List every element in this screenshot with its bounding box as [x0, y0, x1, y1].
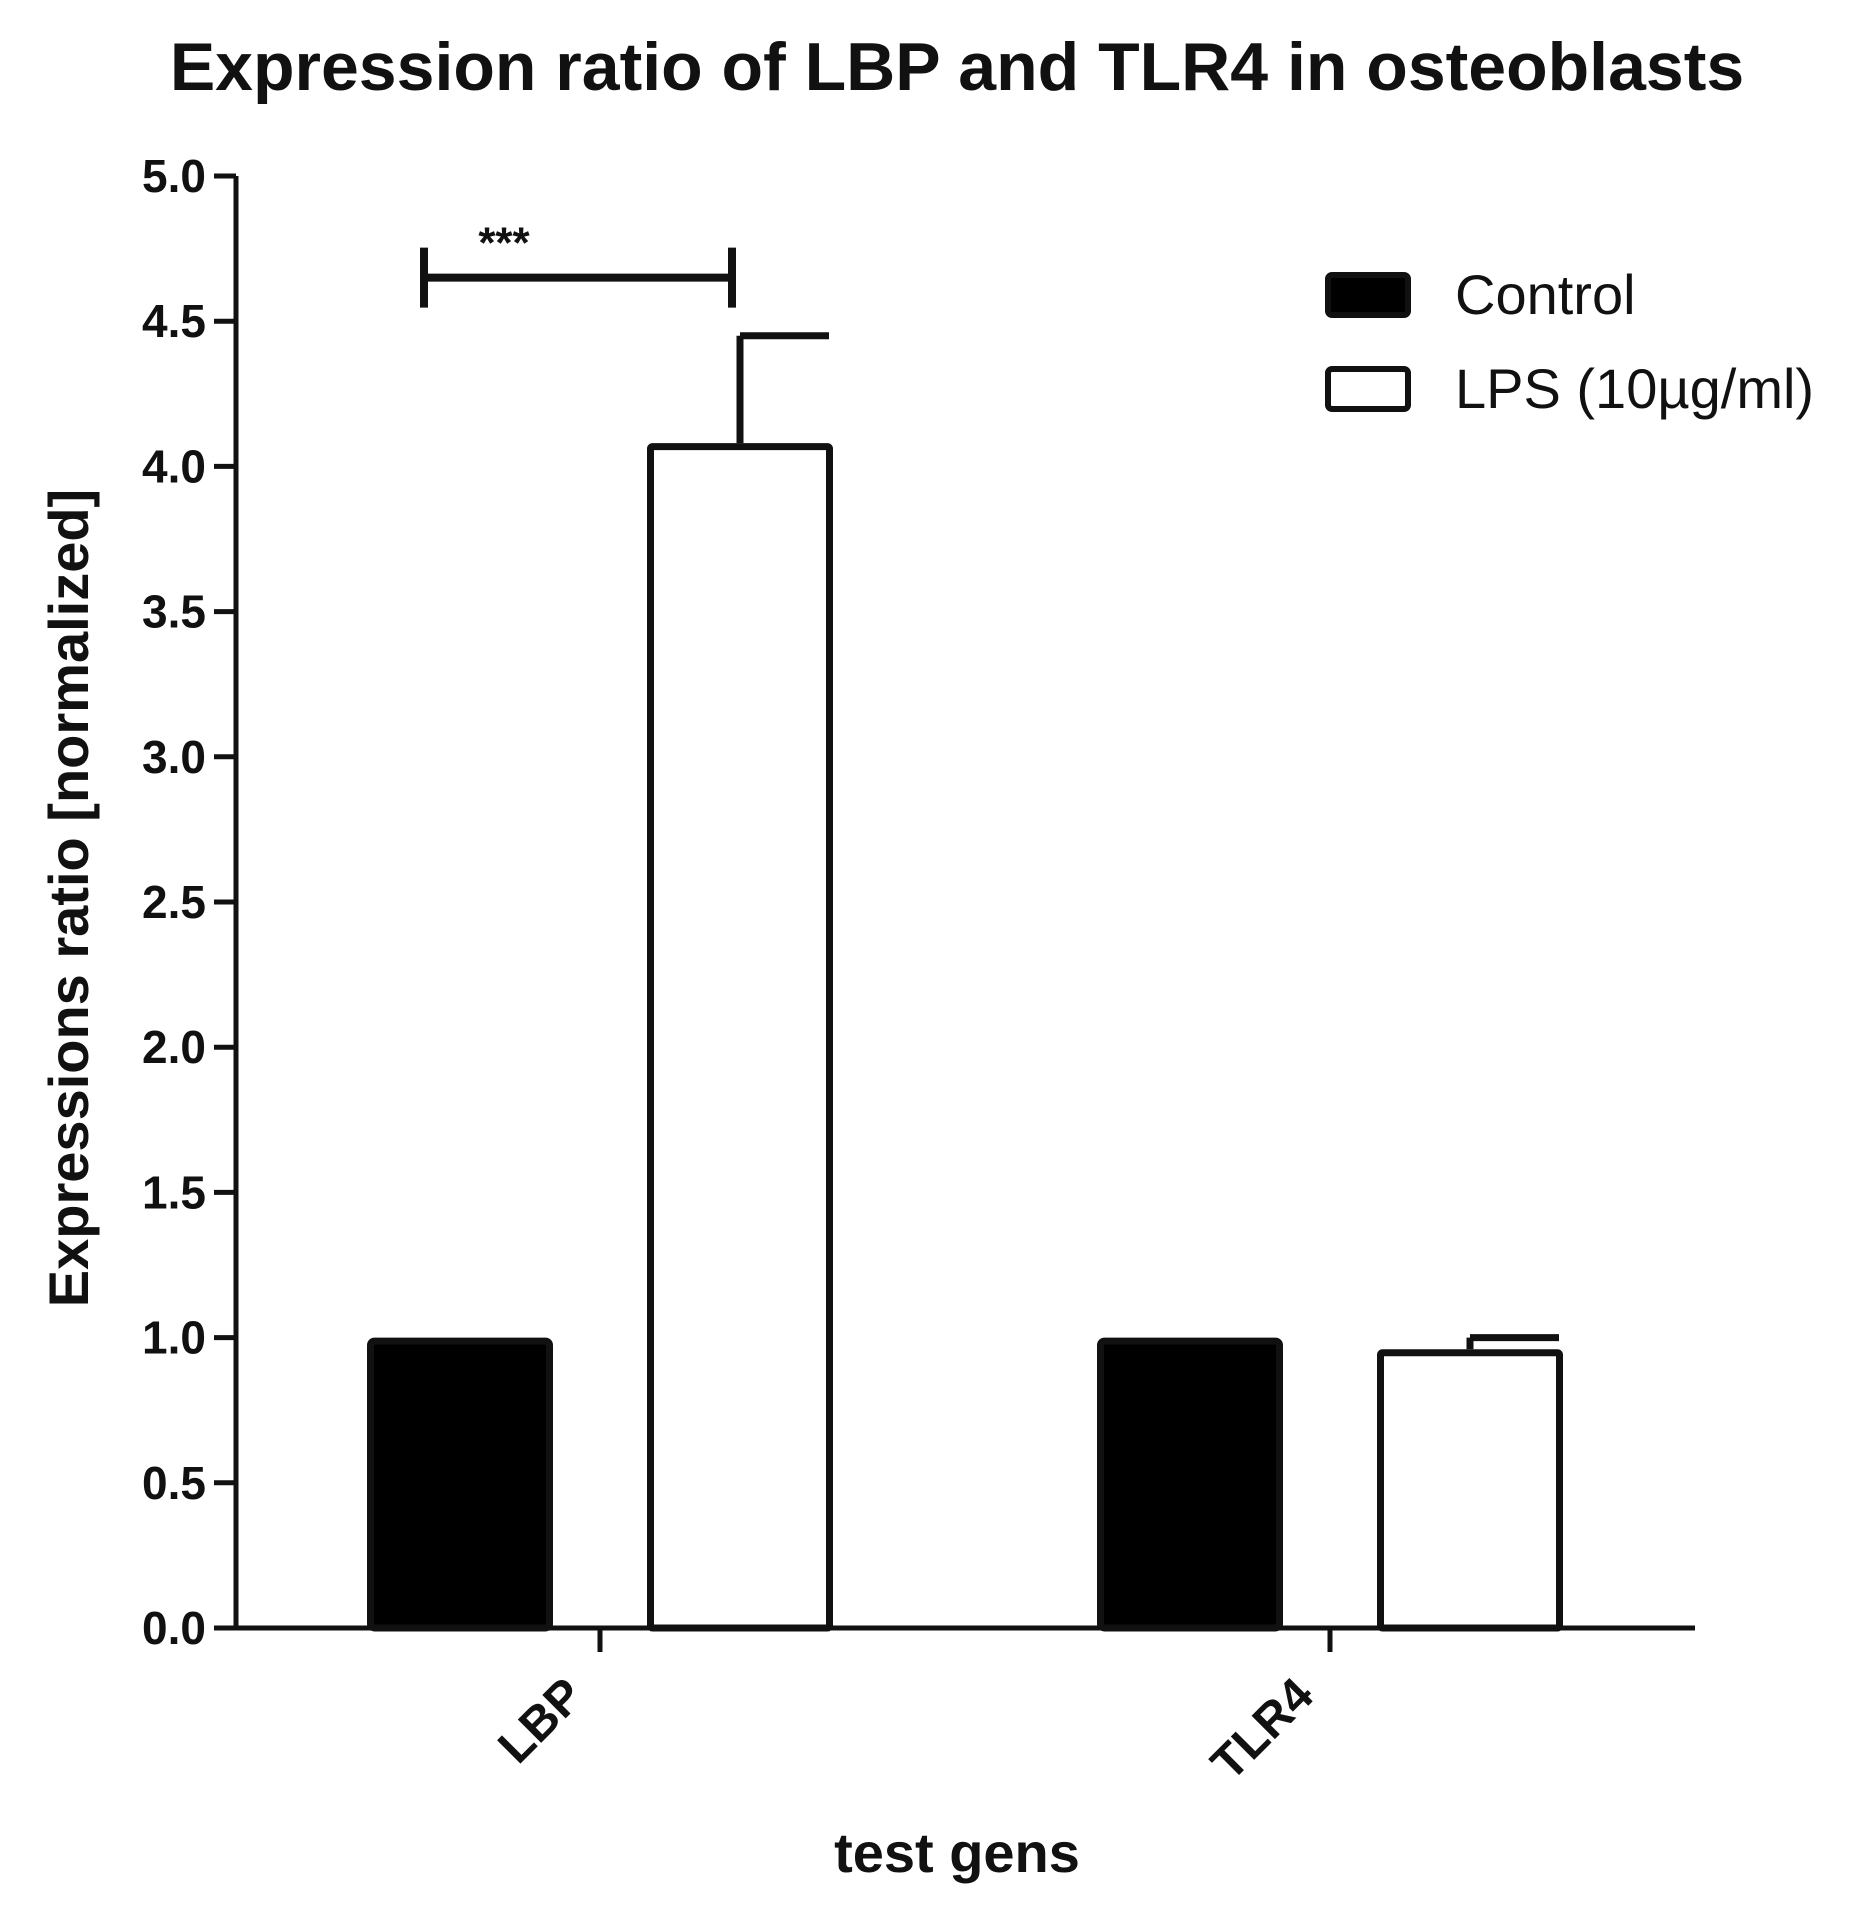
x-axis-title: test gens — [834, 1821, 1080, 1884]
y-tick-label: 0.0 — [142, 1602, 206, 1654]
bar-lps-lbp — [647, 443, 833, 1632]
y-tick-label: 3.5 — [142, 586, 206, 638]
y-tick-label: 2.0 — [142, 1021, 206, 1073]
y-tick-label: 3.0 — [142, 731, 206, 783]
legend-label-lps: LPS (10µg/ml) — [1455, 357, 1814, 420]
chart-title: Expression ratio of LBP and TLR4 in oste… — [170, 29, 1744, 105]
category-label-tlr4: TLR4 — [1201, 1668, 1324, 1791]
y-tick-label: 2.5 — [142, 876, 206, 928]
bar-lps-tlr4 — [1377, 1349, 1563, 1632]
y-tick-label: 1.5 — [142, 1166, 206, 1218]
bar-control-lbp — [367, 1337, 553, 1632]
legend: Control LPS (10µg/ml) — [1325, 263, 1814, 420]
y-tick-label: 5.0 — [142, 150, 206, 202]
y-axis-title: Expressions ratio [normalized] — [37, 489, 100, 1307]
legend-label-control: Control — [1455, 263, 1636, 326]
legend-swatch-lps — [1325, 366, 1411, 412]
significance-label: *** — [478, 219, 530, 268]
y-tick-label: 1.0 — [142, 1312, 206, 1364]
bar-control-tlr4 — [1097, 1337, 1283, 1632]
legend-swatch-control — [1325, 272, 1411, 318]
y-tick-label: 4.0 — [142, 440, 206, 492]
y-tick-label: 0.5 — [142, 1457, 206, 1509]
y-tick-label: 4.5 — [142, 295, 206, 347]
category-label-lbp: LBP — [488, 1668, 593, 1773]
